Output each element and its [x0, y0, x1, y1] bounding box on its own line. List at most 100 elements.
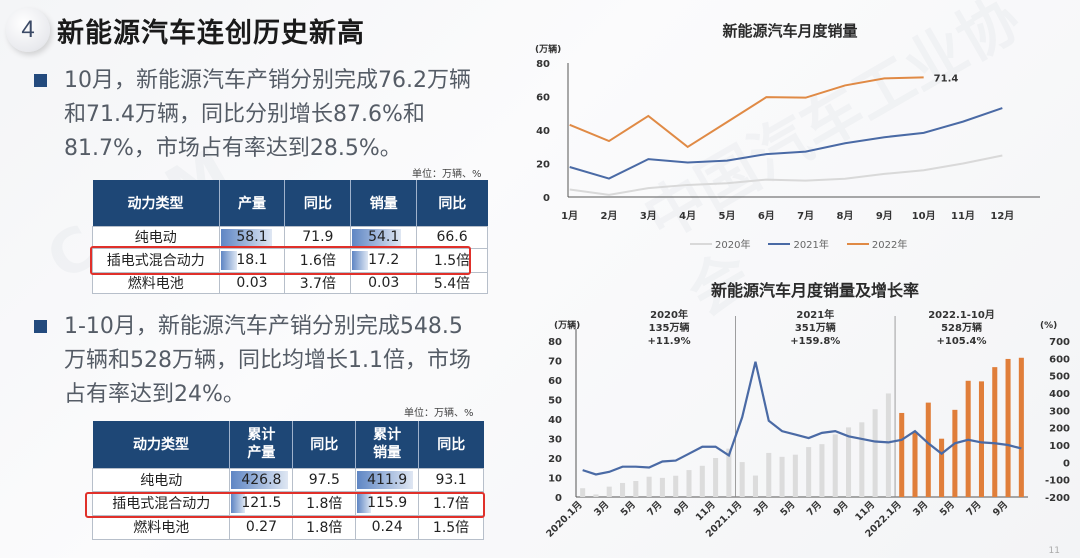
svg-text:300: 300 — [1049, 406, 1070, 417]
table-cell: 1.8倍 — [292, 514, 357, 540]
svg-text:20: 20 — [548, 454, 562, 465]
svg-text:7月: 7月 — [964, 499, 983, 518]
svg-text:5月: 5月 — [719, 210, 736, 222]
table-header: 同比 — [416, 180, 488, 226]
bullet-line: 10月，新能源汽车产销分别完成76.2万辆 — [64, 68, 471, 93]
svg-text:11月: 11月 — [951, 210, 975, 222]
monthly-sales-growth-combo-chart: (万辆) (%) 0 10 20 30 40 50 60 70 80 -200 -100 0 100 200 3… — [544, 308, 1070, 540]
unit-label: 单位：万辆、% — [404, 408, 474, 419]
svg-text:60: 60 — [548, 376, 562, 387]
svg-text:40: 40 — [548, 415, 562, 426]
svg-text:(万辆): (万辆) — [535, 43, 561, 55]
table-header: 销量 — [350, 180, 418, 226]
svg-text:500: 500 — [1049, 372, 1070, 383]
table-cell: 17.2 — [350, 247, 418, 273]
svg-text:6月: 6月 — [758, 210, 775, 222]
svg-text:7月: 7月 — [797, 210, 814, 222]
table-cell: 5.4倍 — [416, 271, 488, 294]
bullet-line: 和71.4万辆，同比分别增长87.6%和 — [64, 102, 425, 127]
svg-text:3月: 3月 — [640, 210, 657, 222]
table-cell: 121.5 — [229, 490, 294, 516]
production-sales-table-cumulative: 动力类型 累计 产量 同比 累计 销量 同比 纯电动 426.8 97.5 411.… — [91, 421, 484, 540]
table-cell: 燃料电池 — [91, 514, 231, 540]
svg-text:+11.9%: +11.9% — [648, 336, 691, 347]
table-header: 同比 — [284, 180, 352, 226]
table-cell: 1.6倍 — [284, 247, 352, 273]
svg-text:8月: 8月 — [837, 210, 854, 222]
svg-text:0: 0 — [555, 493, 562, 504]
svg-text:5月: 5月 — [619, 499, 638, 518]
table-cell: 0.03 — [350, 271, 418, 294]
svg-text:4月: 4月 — [679, 210, 696, 222]
table-cell: 1.5倍 — [416, 247, 488, 273]
svg-text:(万辆): (万辆) — [554, 319, 580, 331]
svg-text:40: 40 — [536, 126, 550, 137]
section-number: 4 — [21, 16, 35, 43]
table-header: 累计 销量 — [355, 421, 420, 468]
table-cell: 1.7倍 — [418, 490, 484, 516]
svg-text:9月: 9月 — [991, 499, 1010, 518]
production-sales-table-october: 动力类型 产量 同比 销量 同比 纯电动 58.1 71.9 54.1 66.6… — [92, 180, 488, 294]
bullet-line: 占有率达到24%。 — [64, 382, 245, 407]
table-cell: 66.6 — [416, 225, 488, 249]
table-cell: 纯电动 — [92, 225, 220, 249]
table-row: 纯电动 426.8 97.5 411.9 93.1 — [91, 467, 484, 492]
section-number-badge: 4 — [6, 8, 50, 52]
bullet-line: 万辆和528万辆，同比均增长1.1倍，市场 — [64, 348, 471, 373]
svg-text:20: 20 — [536, 160, 550, 171]
table-row: 纯电动 58.1 71.9 54.1 66.6 — [92, 225, 488, 249]
svg-text:700: 700 — [1049, 337, 1070, 348]
table-cell: 71.9 — [284, 225, 352, 249]
svg-text:3月: 3月 — [911, 499, 930, 518]
svg-text:12月: 12月 — [990, 210, 1014, 222]
table-cell: 18.1 — [218, 247, 286, 273]
bullet-square-icon — [34, 320, 47, 333]
table-cell: 97.5 — [292, 467, 357, 492]
svg-text:50: 50 — [548, 396, 562, 407]
svg-text:9月: 9月 — [876, 210, 893, 222]
table-cell: 0.03 — [218, 271, 286, 294]
svg-text:351万辆: 351万辆 — [795, 321, 836, 334]
chart-title: 新能源汽车月度销量 — [722, 22, 858, 40]
svg-text:2月: 2月 — [601, 210, 618, 222]
table-cell: 插电式混合动力 — [91, 490, 231, 516]
svg-text:100: 100 — [1049, 441, 1070, 452]
table-row-highlighted: 插电式混合动力 121.5 1.8倍 115.9 1.7倍 — [91, 490, 484, 516]
table-cell: 插电式混合动力 — [92, 247, 220, 273]
svg-text:9月: 9月 — [672, 499, 691, 518]
legend-swatch-icon — [690, 242, 712, 245]
table-cell: 93.1 — [418, 467, 484, 492]
svg-text:2022.1-10月: 2022.1-10月 — [928, 309, 995, 321]
table-cell: 426.8 — [229, 467, 294, 492]
table-header: 产量 — [219, 180, 286, 226]
table-cell: 3.7倍 — [284, 271, 352, 294]
svg-text:80: 80 — [536, 59, 550, 70]
table-header: 累计 产量 — [229, 421, 294, 468]
svg-text:+105.4%: +105.4% — [937, 336, 987, 347]
table-cell: 燃料电池 — [92, 271, 220, 294]
table-cell: 115.9 — [355, 490, 420, 516]
legend-swatch-icon — [768, 242, 791, 245]
svg-text:2020年: 2020年 — [650, 308, 688, 321]
legend-swatch-icon — [846, 242, 869, 245]
svg-text:9月: 9月 — [831, 499, 850, 518]
table-cell: 58.1 — [218, 225, 286, 249]
svg-text:7月: 7月 — [805, 499, 824, 518]
bullet-paragraph-1: 10月，新能源汽车产销分别完成76.2万辆 和71.4万辆，同比分别增长87.6… — [34, 64, 514, 166]
table-header: 同比 — [292, 421, 357, 468]
bullet-line: 81.7%，市场占有率达到28.5%。 — [64, 136, 402, 161]
table-cell: 1.8倍 — [292, 490, 357, 516]
table-header: 同比 — [418, 421, 484, 468]
legend-item-2020: 2020年 — [690, 236, 750, 251]
table-cell: 0.24 — [355, 514, 420, 540]
legend-item-2022: 2022年 — [846, 236, 907, 251]
monthly-sales-line-chart: (万辆) 0 20 40 60 80 1月 2月 3月 4月 5月 6月 7月 8月 9月 10月 11月 12月… — [535, 43, 1040, 222]
svg-text:(%): (%) — [1040, 321, 1057, 331]
bullet-line: 1-10月，新能源汽车产销分别完成548.5 — [64, 314, 463, 339]
svg-text:80: 80 — [548, 337, 562, 348]
svg-text:+159.8%: +159.8% — [790, 336, 840, 347]
svg-text:11月: 11月 — [853, 499, 877, 523]
legend-item-2021: 2021年 — [768, 236, 829, 251]
slide-title: 新能源汽车连创历史新高 — [57, 18, 365, 49]
